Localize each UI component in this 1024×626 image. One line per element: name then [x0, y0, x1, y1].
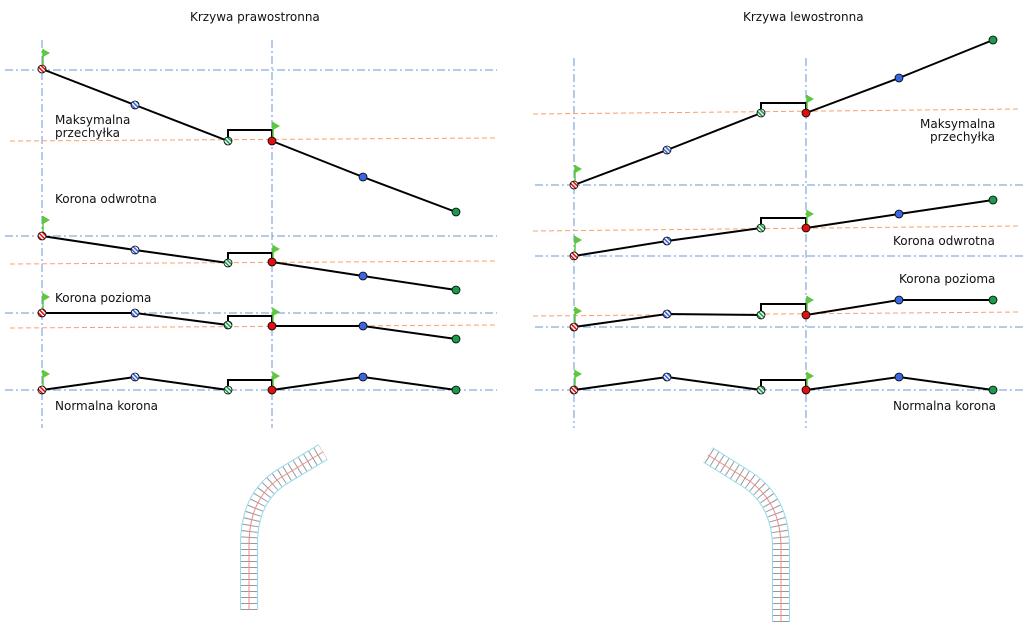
right-transition-point	[756, 108, 766, 118]
left-transition-point	[223, 258, 233, 268]
left-tilt-line	[9, 324, 496, 329]
left-label-max-tilt-1: Maksymalna	[55, 113, 131, 127]
flag-icon	[807, 296, 814, 304]
right-crown-bracket	[760, 102, 807, 113]
flag-icon	[273, 245, 280, 253]
right-mid-point-solid	[894, 372, 904, 382]
flag-icon	[575, 307, 582, 315]
left-road-plan	[240, 444, 328, 610]
left-tilt-line	[9, 260, 496, 265]
right-end-point	[988, 35, 998, 45]
right-mid-point	[662, 145, 672, 155]
left-road-plan-centerline	[248, 451, 324, 610]
right-transition-point	[756, 310, 766, 320]
left-road-plan-surface	[241, 445, 328, 610]
left-start-point	[37, 231, 47, 241]
right-start-point	[569, 251, 579, 261]
left-crown-point	[267, 321, 277, 331]
left-mid-point-solid	[358, 172, 368, 182]
flag-icon	[807, 95, 814, 103]
right-label-max-tilt-1: Maksymalna	[920, 117, 996, 131]
left-start-point	[37, 308, 47, 318]
right-tilt-line	[532, 311, 1021, 317]
left-mid-point	[130, 372, 140, 382]
right-transition-point	[756, 223, 766, 233]
left-crown-bracket	[227, 129, 273, 141]
right-tilt-line	[532, 108, 1021, 115]
left-mid-point-solid	[358, 271, 368, 281]
flag-icon	[273, 372, 280, 380]
left-end-point	[451, 207, 461, 217]
right-road-plan	[703, 447, 790, 622]
right-start-point	[569, 322, 579, 332]
flag-icon	[575, 370, 582, 378]
right-start-point	[569, 385, 579, 395]
left-crown-point	[267, 257, 277, 267]
flag-icon	[273, 122, 280, 130]
right-label-level-crown: Korona pozioma	[899, 272, 996, 286]
flag-icon	[273, 308, 280, 316]
right-crown-point	[801, 223, 811, 233]
flag-icon	[575, 236, 582, 244]
right-panel-title: Krzywa lewostronna	[743, 10, 864, 24]
left-crown-bracket	[227, 379, 273, 390]
left-mid-point	[130, 245, 140, 255]
right-transition-point	[756, 385, 766, 395]
right-crown-point	[801, 385, 811, 395]
right-end-point	[988, 195, 998, 205]
left-transition-point	[223, 136, 233, 146]
left-mid-point	[130, 100, 140, 110]
left-end-point	[451, 285, 461, 295]
left-crown-point	[267, 136, 277, 146]
right-crown-bracket	[760, 379, 807, 390]
left-mid-point-solid	[358, 321, 368, 331]
left-panel-title: Krzywa prawostronna	[190, 10, 320, 24]
left-label-normal-crown: Normalna korona	[55, 399, 159, 413]
left-label-level-crown: Korona pozioma	[55, 291, 152, 305]
right-start-point	[569, 180, 579, 190]
flag-icon	[575, 165, 582, 173]
flag-icon	[43, 49, 50, 57]
left-label-reverse-crown: Korona odwrotna	[55, 192, 157, 206]
flag-icon	[807, 372, 814, 380]
right-end-point	[988, 385, 998, 395]
flag-icon	[43, 370, 50, 378]
left-crown-bracket	[227, 315, 273, 326]
left-mid-point-solid	[358, 372, 368, 382]
left-crown-bracket	[227, 252, 273, 263]
left-start-point	[37, 385, 47, 395]
right-label-max-tilt-2: przechyłka	[930, 130, 996, 144]
right-mid-point-solid	[894, 295, 904, 305]
right-end-point	[988, 295, 998, 305]
right-road-plan-surface	[703, 448, 789, 622]
right-crown-bracket	[760, 217, 807, 228]
right-road-plan-centerline	[707, 454, 782, 622]
right-tilt-line	[532, 225, 1021, 232]
right-mid-point	[662, 236, 672, 246]
right-mid-point	[662, 372, 672, 382]
left-label-max-tilt-2: przechyłka	[55, 126, 121, 140]
left-end-point	[451, 334, 461, 344]
flag-icon	[43, 216, 50, 224]
right-mid-point	[662, 309, 672, 319]
flag-icon	[43, 293, 50, 301]
left-transition-point	[223, 385, 233, 395]
left-tilt-line	[9, 137, 496, 142]
left-mid-point	[130, 308, 140, 318]
left-transition-point	[223, 320, 233, 330]
right-mid-point-solid	[894, 209, 904, 219]
left-start-point	[37, 64, 47, 74]
left-end-point	[451, 385, 461, 395]
right-label-reverse-crown: Korona odwrotna	[893, 234, 995, 248]
flag-icon	[807, 210, 814, 218]
right-crown-bracket	[760, 303, 807, 315]
right-crown-point	[801, 310, 811, 320]
right-label-normal-crown: Normalna korona	[893, 399, 997, 413]
left-crown-point	[267, 385, 277, 395]
right-mid-point-solid	[894, 73, 904, 83]
right-crown-point	[801, 108, 811, 118]
